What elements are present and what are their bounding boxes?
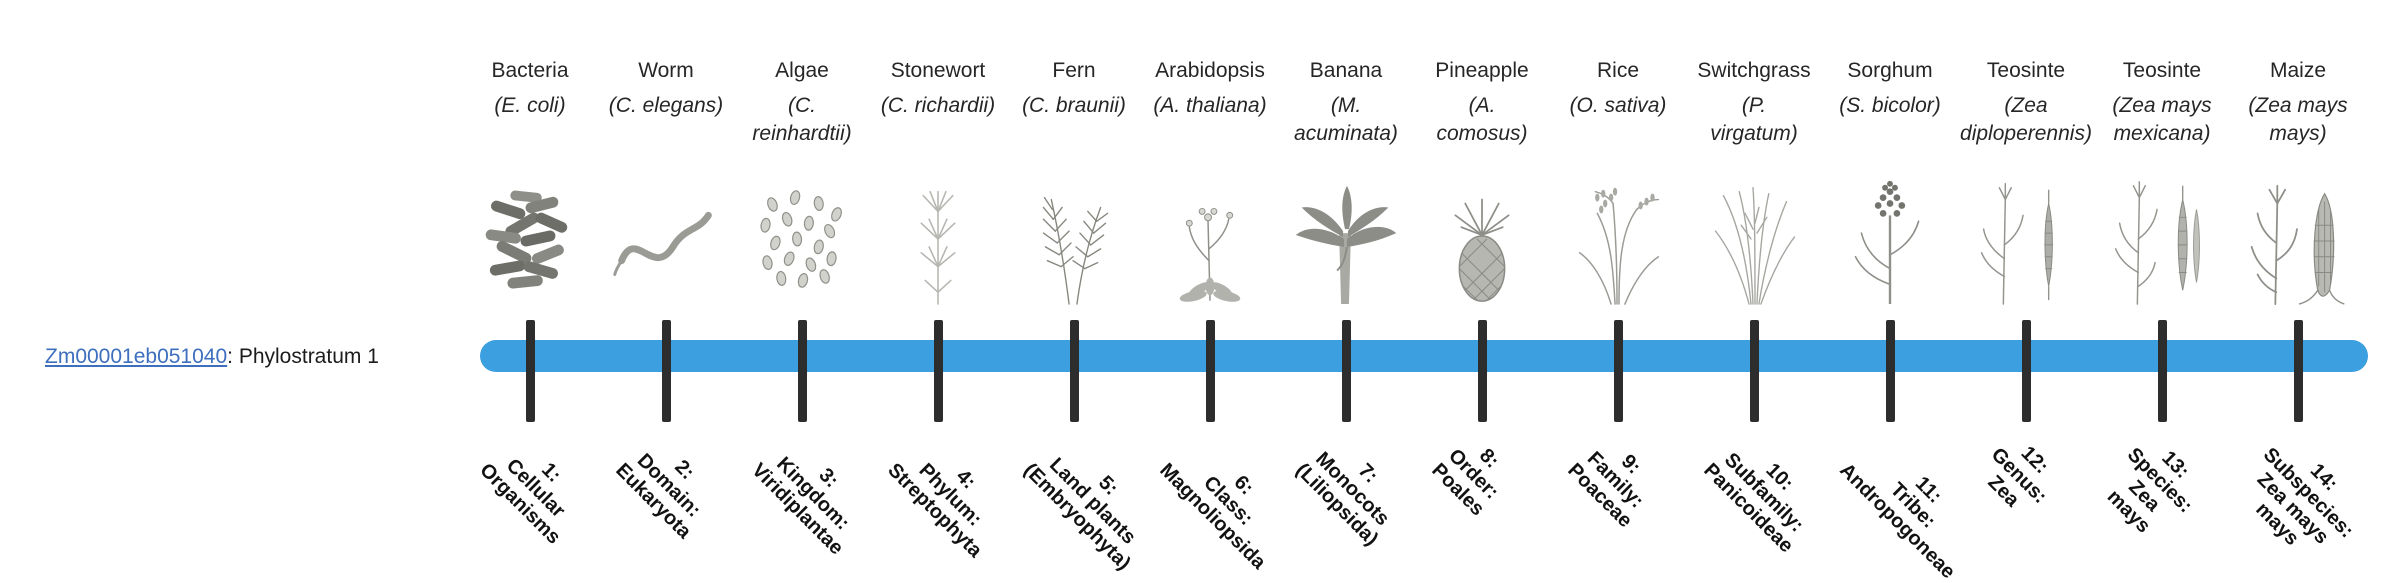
fern-icon <box>1009 170 1139 308</box>
phylostratum-label: 13: Species: Zea mays <box>2102 443 2197 538</box>
organism-scientific-name: (Zea mays mexicana) <box>2112 94 2212 145</box>
phylostratum-tick <box>1206 320 1215 422</box>
organism-scientific-name: (M. acuminata) <box>1294 94 1398 145</box>
organism-names: Pineapple (A. comosus) <box>1404 58 1560 148</box>
organism-scientific-name: (Zea diploperennis) <box>1960 94 2092 145</box>
phylostratum-label: 11: Tribe: Andropogoneae <box>1835 459 1960 583</box>
organism-names: Teosinte (Zea mays mexicana) <box>2084 58 2240 148</box>
organism-common-name: Switchgrass <box>1697 59 1811 82</box>
organism-names: Switchgrass (P. virgatum) <box>1676 58 1832 148</box>
organism-names: Sorghum (S. bicolor) <box>1812 58 1968 120</box>
organism-names: Stonewort (C. richardii) <box>860 58 1016 120</box>
phylostratum-label: 2: Domain: Eukaryota <box>611 449 705 544</box>
maize-icon <box>2233 170 2363 308</box>
organism-common-name: Teosinte <box>2122 59 2202 82</box>
phylostratum-label: 9: Family: Poaceae <box>1563 447 1648 533</box>
organism-common-name: Arabidopsis <box>1155 59 1265 82</box>
organism-names: Arabidopsis (A. thaliana) <box>1132 58 1288 120</box>
phylostratum-tick <box>2022 320 2031 422</box>
teosinte-diplo-icon <box>1961 170 2091 308</box>
worm-icon <box>601 170 731 308</box>
arabidopsis-icon <box>1145 170 1275 308</box>
phylostratum-tick <box>1478 320 1487 422</box>
organism-common-name: Maize <box>2269 59 2327 82</box>
gene-phylostratum-text: : Phylostratum 1 <box>227 345 379 368</box>
teosinte-mex-icon <box>2097 170 2227 308</box>
phylostratum-tick <box>1750 320 1759 422</box>
phylostratum-label: 14: Subspecies: Zea mays mays <box>2251 443 2358 550</box>
organism-scientific-name: (E. coli) <box>494 94 566 117</box>
phylostratum-tick <box>934 320 943 422</box>
gene-label: Zm00001eb051040: Phylostratum 1 <box>45 342 379 372</box>
organism-scientific-name: (P. virgatum) <box>1710 94 1798 145</box>
switchgrass-icon <box>1689 170 1819 308</box>
phylostratum-label: 4: Phylum: Streptophyta <box>883 459 987 562</box>
bacteria-icon <box>465 170 595 308</box>
rice-icon <box>1553 170 1683 308</box>
phylostratum-label: 10: Subfamily: Panicoideae <box>1699 448 1808 558</box>
pineapple-icon <box>1417 170 1547 308</box>
phylostratum-label: 6: Class: Magnoliopsida <box>1155 459 1270 574</box>
organism-names: Algae (C. reinhardtii) <box>724 58 880 148</box>
organism-common-name: Banana <box>1309 59 1383 82</box>
phylostratum-label: 3: Kingdom: Viridiplantae <box>747 452 854 560</box>
sorghum-icon <box>1825 170 1955 308</box>
organism-names: Rice (O. sativa) <box>1540 58 1696 120</box>
organism-names: Maize (Zea mays mays) <box>2220 58 2376 148</box>
phylostratum-tick <box>798 320 807 422</box>
organism-names: Bacteria (E. coli) <box>452 58 608 120</box>
organism-common-name: Bacteria <box>491 59 569 82</box>
organism-common-name: Sorghum <box>1847 59 1933 82</box>
organism-common-name: Pineapple <box>1435 59 1529 82</box>
phylostratum-tick <box>1342 320 1351 422</box>
phylostratum-tick <box>662 320 671 422</box>
algae-icon <box>737 170 867 308</box>
phylostratum-tick <box>1886 320 1895 422</box>
organism-scientific-name: (O. sativa) <box>1569 94 1667 117</box>
organism-scientific-name: (C. richardii) <box>880 94 996 117</box>
organism-names: Teosinte (Zea diploperennis) <box>1948 58 2104 148</box>
phylostratum-tick <box>2294 320 2303 422</box>
organism-scientific-name: (A. comosus) <box>1436 94 1528 145</box>
organism-scientific-name: (Zea mays mays) <box>2248 94 2348 145</box>
organism-common-name: Algae <box>775 59 829 82</box>
organism-scientific-name: (A. thaliana) <box>1153 94 1267 117</box>
organism-common-name: Stonewort <box>890 59 986 82</box>
phylostratum-tick <box>1070 320 1079 422</box>
phylostratum-tick <box>2158 320 2167 422</box>
phylostrata-bar <box>480 340 2368 372</box>
stonewort-icon <box>873 170 1003 308</box>
organism-scientific-name: (C. elegans) <box>608 94 724 117</box>
organism-names: Banana (M. acuminata) <box>1268 58 1424 148</box>
phylostratum-tick <box>526 320 535 422</box>
organism-names: Worm (C. elegans) <box>588 58 744 120</box>
phylostratum-label: 7: Monocots (Liliopsida) <box>1291 447 1394 551</box>
phylostratum-label: 5: Land plants (Embryophyta) <box>1019 453 1141 575</box>
organism-scientific-name: (C. braunii) <box>1022 94 1126 117</box>
organism-scientific-name: (S. bicolor) <box>1839 94 1941 117</box>
gene-id-link[interactable]: Zm00001eb051040 <box>45 345 228 368</box>
phylostratum-label: 1: Cellular Organisms <box>475 454 570 549</box>
phylostratum-label: 12: Genus: Zea <box>1983 442 2053 512</box>
organism-common-name: Worm <box>638 59 694 82</box>
organism-common-name: Teosinte <box>1986 59 2066 82</box>
phylostratum-label: 8: Order: Poales <box>1427 444 1504 521</box>
organism-common-name: Fern <box>1052 59 1096 82</box>
organism-scientific-name: (C. reinhardtii) <box>752 94 852 145</box>
organism-names: Fern (C. braunii) <box>996 58 1152 120</box>
organism-common-name: Rice <box>1596 59 1639 82</box>
banana-icon <box>1281 170 1411 308</box>
phylostratum-tick <box>1614 320 1623 422</box>
